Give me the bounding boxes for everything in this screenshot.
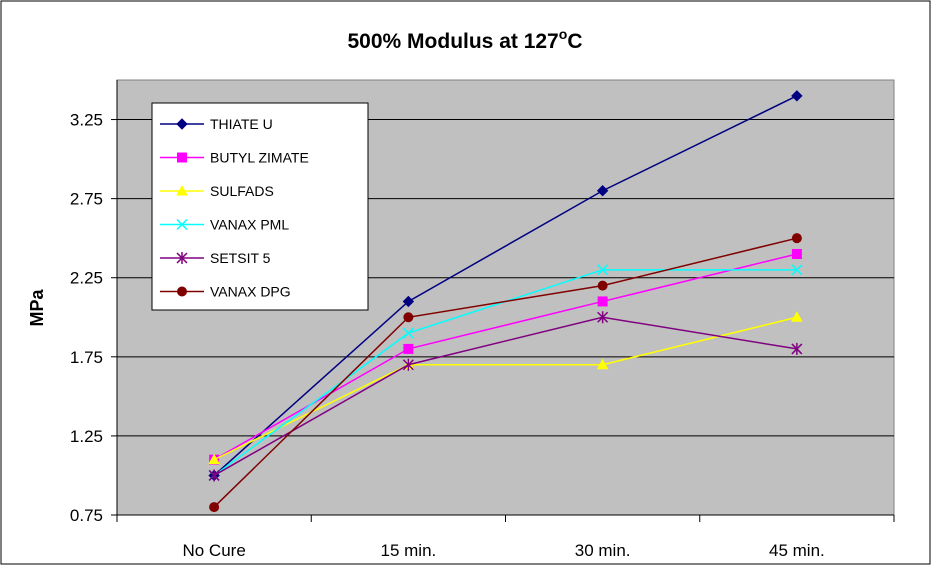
data-point-sulfads [596, 358, 609, 370]
data-point-thiate-u [596, 185, 609, 197]
data-point-thiate-u [791, 90, 803, 102]
y-axis-ticks: 0.75 1.25 1.75 2.25 2.75 3.25 [70, 111, 117, 525]
series-line-setsit-5 [213, 316, 797, 477]
legend: THIATE U BUTYL ZIMATE SULFADS VANAX PML SETS… [151, 102, 369, 311]
x-tick-label: No Cure [182, 541, 245, 560]
chart-title-main: 500% Modulus at 127 [348, 30, 559, 53]
legend-swatch-marker [176, 184, 188, 196]
legend-item-thiate-u: THIATE U [160, 116, 273, 132]
data-point-sulfads [791, 311, 803, 322]
legend-item-vanax-dpg: VANAX DPG [160, 284, 291, 300]
y-tick-label: 3.25 [70, 111, 103, 130]
data-point-setsit-5 [402, 358, 414, 371]
data-point-vanax-dpg [791, 233, 802, 244]
x-tick-label: 15 min. [381, 541, 437, 560]
legend-label: BUTYL ZIMATE [210, 150, 309, 166]
x-axis-ticks: No Cure 15 min. 30 min. 45 min. [116, 515, 895, 560]
y-tick-label: 1.25 [70, 427, 103, 446]
legend-swatch-marker-stroke [176, 218, 188, 231]
y-tick-label: 2.25 [70, 269, 103, 288]
y-tick-label: 0.75 [70, 506, 103, 525]
y-tick-label: 2.75 [70, 190, 103, 209]
y-axis-title: MPa [27, 289, 47, 327]
data-point-vanax-pml-stroke [402, 327, 414, 339]
series-setsit-5 [208, 311, 803, 482]
data-point-butyl-zimate [403, 343, 414, 354]
legend-swatch-marker [176, 218, 188, 231]
chart-title-suffix: C [567, 30, 582, 53]
legend-swatch-marker [176, 118, 188, 130]
y-tick-label: 1.75 [70, 348, 103, 367]
legend-box [151, 102, 369, 311]
legend-label: SETSIT 5 [210, 250, 271, 266]
chart-title-superscript: o [559, 26, 568, 42]
data-point-vanax-pml [402, 327, 414, 339]
x-tick-label: 45 min. [769, 541, 825, 560]
data-point-butyl-zimate [791, 249, 802, 259]
series-layer [208, 90, 803, 513]
data-point-setsit-5 [208, 469, 220, 482]
data-point-vanax-pml-stroke [791, 264, 803, 276]
legend-item-sulfads: SULFADS [160, 183, 274, 199]
series-line-vanax-dpg [213, 237, 798, 508]
legend-label: THIATE U [210, 116, 273, 132]
data-point-setsit-5 [791, 342, 803, 355]
data-point-vanax-pml-stroke [597, 264, 609, 276]
x-tick-label: 30 min. [575, 541, 631, 560]
data-point-vanax-dpg [403, 312, 414, 323]
data-point-butyl-zimate [597, 296, 608, 307]
series-line-thiate-u [213, 95, 798, 477]
legend-swatch-marker [176, 252, 188, 264]
legend-label: SULFADS [210, 183, 274, 199]
legend-swatch-marker [177, 286, 187, 297]
legend-label: VANAX DPG [210, 284, 291, 300]
data-point-sulfads [208, 453, 220, 465]
series-vanax-dpg [209, 233, 802, 513]
legend-swatch-marker [177, 152, 187, 163]
legend-item-butyl-zimate: BUTYL ZIMATE [160, 150, 309, 166]
data-point-thiate-u [402, 295, 415, 308]
legend-item-setsit-5: SETSIT 5 [160, 250, 271, 266]
legend-label: VANAX PML [210, 217, 289, 233]
data-point-vanax-dpg [209, 502, 220, 513]
legend-item-vanax-pml: VANAX PML [160, 217, 289, 233]
data-point-vanax-dpg [597, 280, 608, 291]
data-point-setsit-5 [597, 311, 609, 324]
data-point-vanax-pml [791, 264, 803, 276]
data-point-vanax-pml [597, 264, 609, 276]
chart-title: 500% Modulus at 127oC [348, 26, 583, 53]
